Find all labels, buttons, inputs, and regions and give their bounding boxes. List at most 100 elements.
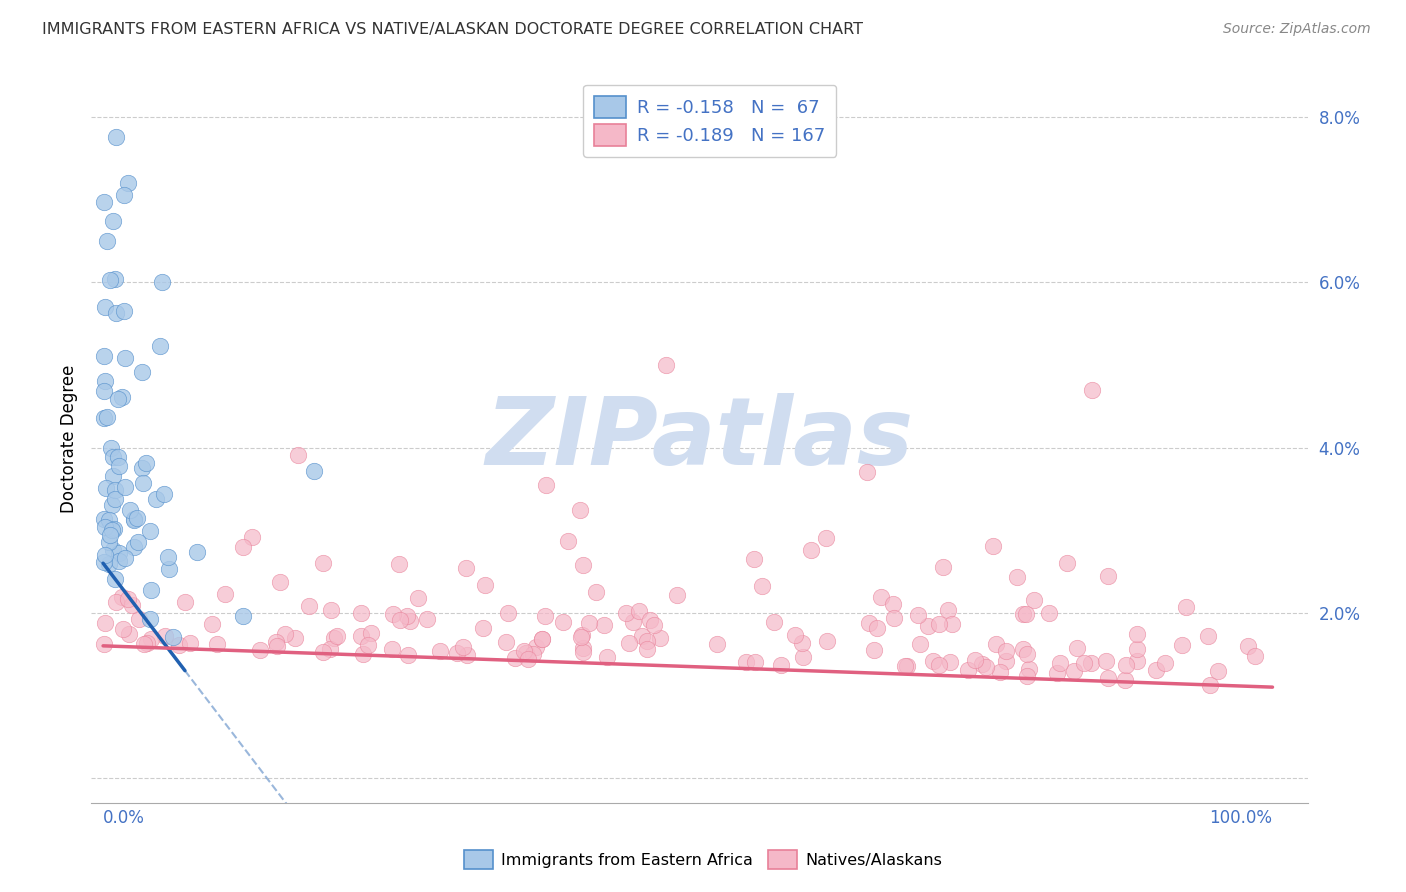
Point <box>104 491 127 506</box>
Point <box>429 644 451 658</box>
Point <box>205 637 228 651</box>
Point <box>284 631 307 645</box>
Point <box>93 410 115 425</box>
Point <box>157 549 180 564</box>
Point <box>1198 678 1220 692</box>
Point <box>471 621 494 635</box>
Point <box>706 637 728 651</box>
Point <box>1063 664 1085 678</box>
Point <box>862 642 884 657</box>
Point <box>98 272 121 286</box>
Point <box>965 653 987 667</box>
Point <box>162 630 184 644</box>
Point <box>318 642 340 657</box>
Point <box>578 616 600 631</box>
Point <box>932 559 955 574</box>
Point <box>111 590 134 604</box>
Point <box>1005 570 1028 584</box>
Point <box>936 602 959 616</box>
Point <box>201 617 224 632</box>
Point <box>150 275 173 289</box>
Point <box>856 466 879 480</box>
Point <box>136 636 159 650</box>
Point <box>93 637 115 651</box>
Point <box>530 632 553 646</box>
Point <box>139 524 162 538</box>
Point <box>132 637 155 651</box>
Text: 0.0%: 0.0% <box>103 808 145 827</box>
Point <box>127 535 149 549</box>
Point <box>1197 629 1219 643</box>
Point <box>917 618 939 632</box>
Point <box>446 646 468 660</box>
Point <box>522 647 544 661</box>
Point <box>101 543 124 558</box>
Point <box>382 607 405 621</box>
Point <box>627 604 650 618</box>
Point <box>98 528 121 542</box>
Point <box>94 616 117 631</box>
Point <box>117 591 139 606</box>
Point <box>131 461 153 475</box>
Point <box>790 636 813 650</box>
Point <box>858 615 880 630</box>
Point <box>149 339 172 353</box>
Point <box>107 450 129 464</box>
Point <box>274 627 297 641</box>
Point <box>266 639 288 653</box>
Point <box>114 351 136 365</box>
Point <box>1038 606 1060 620</box>
Point <box>792 650 814 665</box>
Legend: R = -0.158   N =  67, R = -0.189   N = 167: R = -0.158 N = 67, R = -0.189 N = 167 <box>583 85 837 157</box>
Point <box>107 546 129 560</box>
Point <box>232 540 254 554</box>
Point <box>153 487 176 501</box>
Point <box>551 615 574 629</box>
Point <box>111 390 134 404</box>
Point <box>907 607 929 622</box>
Point <box>742 551 765 566</box>
Point <box>1097 672 1119 686</box>
Point <box>1015 669 1038 683</box>
Point <box>1015 607 1038 622</box>
Point <box>534 478 557 492</box>
Point <box>399 614 422 628</box>
Point <box>145 491 167 506</box>
Point <box>568 503 591 517</box>
Point <box>1237 639 1260 653</box>
Point <box>513 643 536 657</box>
Point <box>572 641 595 656</box>
Point <box>636 642 658 657</box>
Point <box>1046 665 1069 680</box>
Point <box>1144 663 1167 677</box>
Point <box>619 635 641 649</box>
Point <box>630 629 652 643</box>
Point <box>302 464 325 478</box>
Text: IMMIGRANTS FROM EASTERN AFRICA VS NATIVE/ALASKAN DOCTORATE DEGREE CORRELATION CH: IMMIGRANTS FROM EASTERN AFRICA VS NATIVE… <box>42 22 863 37</box>
Point <box>665 588 688 602</box>
Point <box>572 558 595 573</box>
Point <box>922 654 945 668</box>
Point <box>1081 383 1104 397</box>
Point <box>1073 657 1095 671</box>
Point <box>249 642 271 657</box>
Point <box>648 631 671 645</box>
Point <box>571 645 593 659</box>
Point <box>569 630 592 644</box>
Point <box>93 555 115 569</box>
Point <box>319 603 342 617</box>
Point <box>1015 647 1038 661</box>
Point <box>135 456 157 470</box>
Point <box>1022 593 1045 607</box>
Point <box>101 469 124 483</box>
Point <box>1066 640 1088 655</box>
Point <box>352 647 374 661</box>
Point <box>596 650 619 665</box>
Point <box>1115 658 1137 673</box>
Point <box>981 539 1004 553</box>
Point <box>896 658 918 673</box>
Point <box>990 665 1012 679</box>
Point <box>381 642 404 657</box>
Point <box>108 554 131 568</box>
Point <box>1154 657 1177 671</box>
